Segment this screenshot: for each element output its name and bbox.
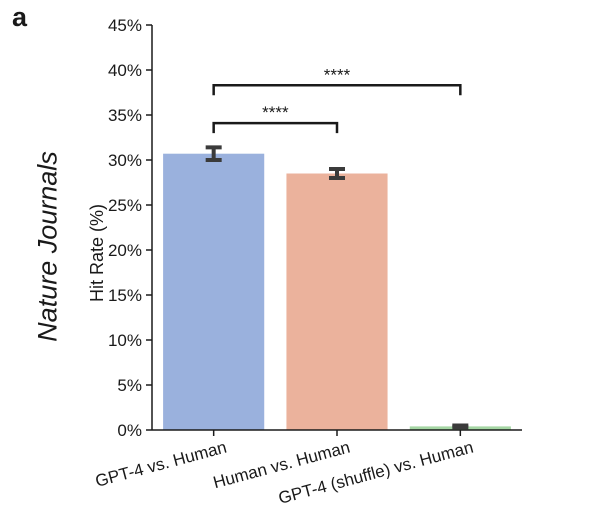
y-tick-label: 0% (117, 421, 142, 440)
error-bars-layer (205, 145, 469, 430)
y-tick-label: 15% (108, 286, 142, 305)
significance-bracket-1: **** (212, 103, 339, 134)
y-tick-label: 40% (108, 61, 142, 80)
y-tick-label: 10% (108, 331, 142, 350)
bar-2 (286, 173, 388, 430)
bar-1 (163, 153, 265, 430)
error-bar-1 (205, 145, 222, 162)
bracket-line (212, 84, 462, 96)
significance-label: **** (262, 103, 289, 122)
bars-layer (163, 153, 511, 430)
y-tick-label: 20% (108, 241, 142, 260)
panel-letter: a (12, 2, 28, 32)
bracket-line (212, 121, 339, 134)
x-tick-label: GPT-4 vs. Human (93, 438, 228, 491)
y-axis-title: Hit Rate (%) (87, 204, 107, 302)
significance-layer: **** **** (212, 65, 462, 134)
y-tick-label: 35% (108, 106, 142, 125)
y-tick-label: 30% (108, 151, 142, 170)
error-bar-3 (452, 423, 469, 430)
y-tick-label: 25% (108, 196, 142, 215)
y-tick-label: 5% (117, 376, 142, 395)
significance-label: **** (324, 65, 351, 84)
error-bar-2 (329, 167, 345, 180)
significance-bracket-2: **** (212, 65, 462, 96)
y-tick-label: 45% (108, 16, 142, 35)
